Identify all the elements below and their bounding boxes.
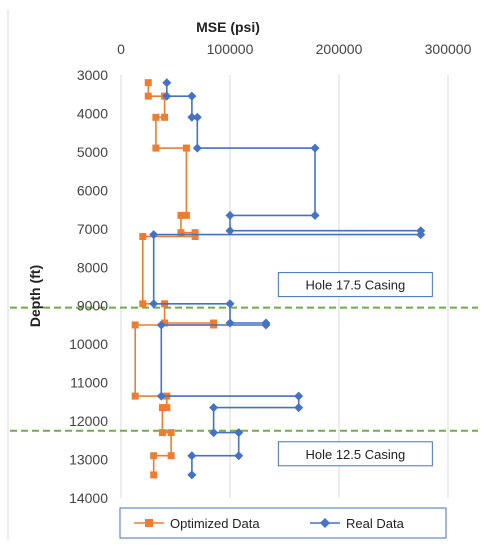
real-data-point <box>187 470 197 480</box>
real-data-point <box>187 112 197 122</box>
optimized-data-point <box>182 144 190 152</box>
legend-real-marker <box>320 518 330 528</box>
y-axis-title: Depth (ft) <box>27 265 43 327</box>
optimized-data-point <box>167 429 175 437</box>
real-data-point <box>209 403 219 413</box>
optimized-data-point <box>191 233 199 241</box>
real-data-point <box>192 112 202 122</box>
optimized-data-point <box>163 404 171 412</box>
y-tick-label: 4000 <box>77 105 108 121</box>
optimized-data-point <box>150 471 158 479</box>
x-tick-label: 200000 <box>316 41 363 57</box>
real-data-point <box>162 91 172 101</box>
y-tick-label: 12000 <box>69 413 108 429</box>
optimized-data-line <box>134 82 215 475</box>
real-data-point <box>187 451 197 461</box>
optimized-data-point <box>144 79 152 87</box>
optimized-data-point <box>158 404 166 412</box>
optimized-data-point <box>167 452 175 460</box>
real-data-point <box>416 230 426 240</box>
y-tick-label: 10000 <box>69 336 108 352</box>
x-axis-title: MSE (psi) <box>196 19 260 35</box>
optimized-data-point <box>144 92 152 100</box>
optimized-data-point <box>161 319 169 327</box>
optimized-data-point <box>158 429 166 437</box>
real-data-point <box>149 299 159 309</box>
y-tick-label: 14000 <box>69 490 108 506</box>
real-data-line <box>152 82 422 475</box>
real-data-point <box>225 318 235 328</box>
annotations: Hole 17.5 Casing Hole 12.5 Casing <box>277 272 433 467</box>
optimized-data-point <box>191 229 199 237</box>
optimized-data-point <box>139 233 147 241</box>
x-tick-label: 0 <box>117 41 125 57</box>
real-data-point <box>294 403 304 413</box>
legend-optimized-label: Optimized Data <box>170 516 260 531</box>
optimized-data-point <box>152 144 160 152</box>
x-tick-label: 100000 <box>207 41 254 57</box>
annotation-box <box>277 272 433 298</box>
real-data-point <box>209 428 219 438</box>
real-data-point <box>234 428 244 438</box>
real-data-point <box>234 451 244 461</box>
y-tick-label: 9000 <box>77 298 108 314</box>
optimized-data-point <box>150 452 158 460</box>
real-data-point <box>156 391 166 401</box>
optimized-data-point <box>139 300 147 308</box>
real-data-point <box>294 391 304 401</box>
y-tick-label: 5000 <box>77 144 108 160</box>
legend: Optimized Data Real Data <box>119 507 447 539</box>
real-data-point <box>187 91 197 101</box>
y-tick-label: 3000 <box>77 67 108 83</box>
optimized-data-point <box>182 211 190 219</box>
real-data-point <box>310 143 320 153</box>
real-data-point <box>156 320 166 330</box>
x-tick-label: 300000 <box>425 41 472 57</box>
real-data-point <box>310 210 320 220</box>
tick-labels: 0 100000 200000 300000 3000 4000 5000 6000 7000 8… <box>69 41 472 506</box>
real-data-point <box>225 299 235 309</box>
optimized-data-point <box>177 229 185 237</box>
optimized-data-point <box>152 113 160 121</box>
optimized-data-point <box>131 392 139 400</box>
optimized-data-point <box>161 113 169 121</box>
real-data-point <box>162 78 172 88</box>
optimized-data-point <box>131 321 139 329</box>
y-tick-label: 13000 <box>69 452 108 468</box>
real-data-point <box>225 226 235 236</box>
annotation-label: Hole 17.5 Casing <box>305 278 405 293</box>
real-data-point <box>225 210 235 220</box>
real-data-point <box>261 320 271 330</box>
y-tick-label: 6000 <box>77 182 108 198</box>
optimized-data-point <box>177 211 185 219</box>
y-tick-label: 7000 <box>77 221 108 237</box>
real-data-point <box>149 230 159 240</box>
legend-box <box>119 507 447 539</box>
reference-lines <box>10 306 478 432</box>
annotation-box <box>277 441 433 467</box>
y-tick-label: 8000 <box>77 259 108 275</box>
y-tick-label: 11000 <box>70 375 108 391</box>
real-data-point <box>192 143 202 153</box>
legend-real-label: Real Data <box>346 516 405 531</box>
legend-optimized-marker <box>145 519 153 527</box>
annotation-label: Hole 12.5 Casing <box>305 447 405 462</box>
series-group <box>131 78 426 480</box>
